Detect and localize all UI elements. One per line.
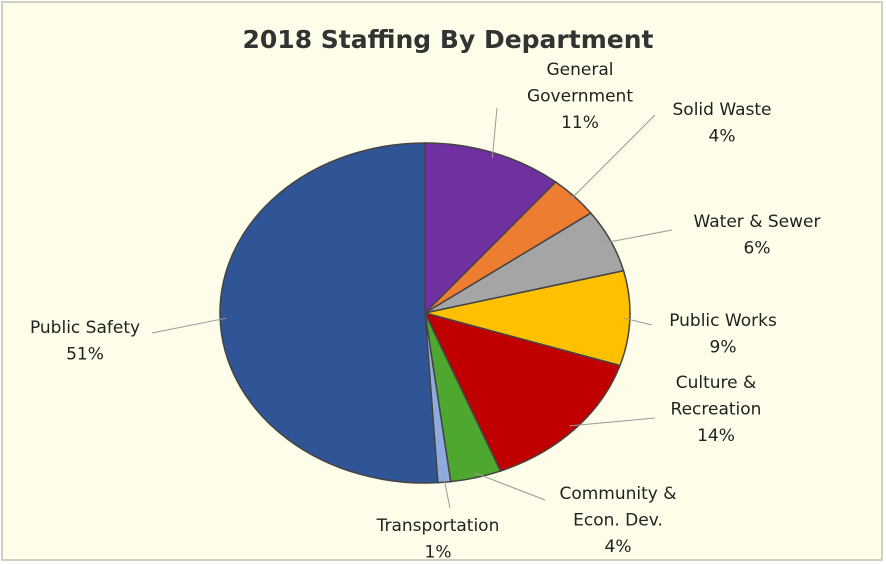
value-label: 4% [709, 127, 736, 147]
category-label: Public Works [669, 311, 777, 331]
label-line: Recreation [671, 400, 762, 420]
category-label: General Government [527, 60, 633, 107]
label-line: Public Safety [30, 318, 140, 338]
pie-slice [423, 311, 621, 472]
pie-slice [424, 269, 631, 367]
label-line: Government [527, 87, 633, 107]
category-label: Water & Sewer [694, 212, 821, 232]
category-label: Public Safety [30, 318, 140, 338]
leader-line [474, 472, 546, 501]
value-label: 4% [605, 537, 632, 557]
value-label: 51% [66, 345, 104, 365]
label-line: Culture & [676, 373, 757, 393]
value-label: 11% [561, 113, 599, 133]
label-line: Transportation [376, 516, 500, 536]
label-line: Water & Sewer [694, 212, 821, 232]
leader-line [569, 114, 656, 201]
label-line: Econ. Dev. [573, 511, 663, 531]
category-label: Solid Waste [673, 100, 772, 120]
label-line: Community & [559, 484, 676, 504]
leader-line [623, 317, 653, 326]
leader-line [443, 477, 451, 509]
category-label: Transportation [376, 516, 500, 536]
value-label: 1% [425, 543, 452, 563]
value-label: 14% [697, 426, 735, 446]
leader-line [569, 417, 656, 427]
label-line: Solid Waste [673, 100, 772, 120]
chart-title: 2018 Staffing By Department [243, 25, 654, 54]
leader-line [151, 317, 227, 334]
value-label: 6% [744, 239, 771, 259]
label-line: General [547, 60, 614, 80]
value-label: 9% [710, 338, 737, 358]
leader-line [491, 107, 498, 158]
pie-slice [219, 142, 439, 484]
pie-slice [424, 142, 557, 315]
category-label: Community & Econ. Dev. [559, 484, 676, 531]
leader-line [604, 229, 673, 244]
category-label: Culture & Recreation [671, 373, 762, 420]
label-line: Public Works [669, 311, 777, 331]
